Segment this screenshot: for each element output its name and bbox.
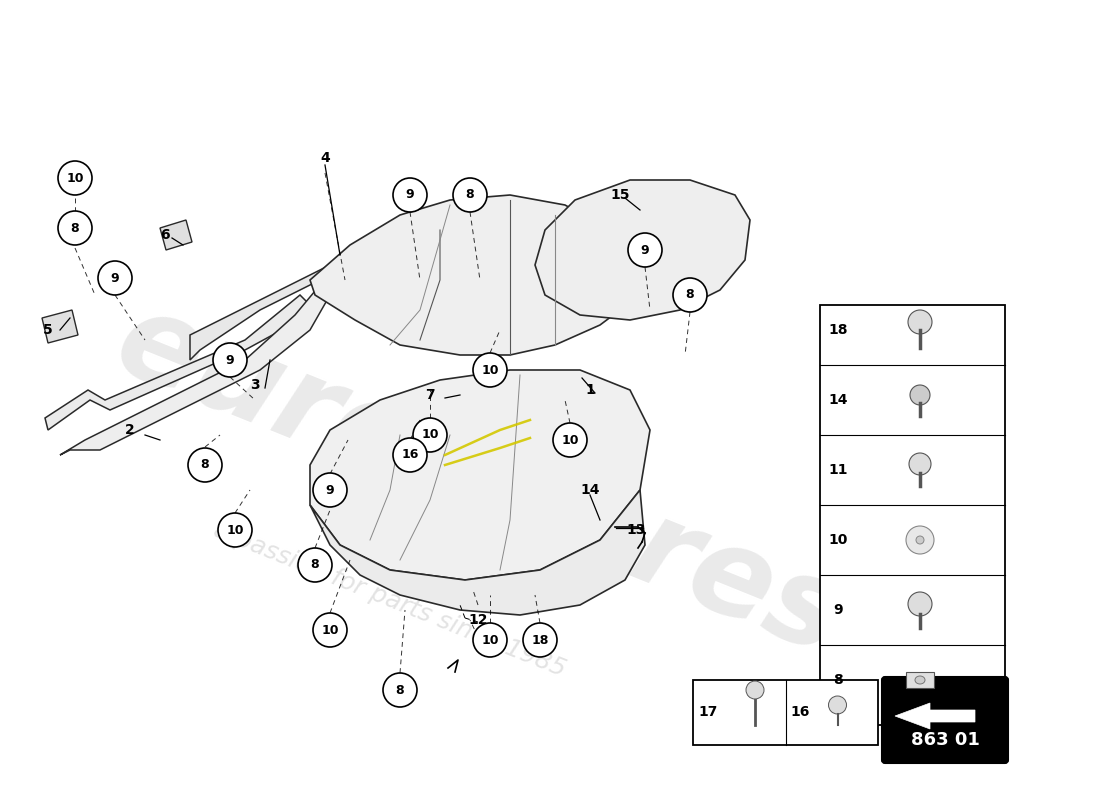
Text: 9: 9 — [833, 603, 843, 617]
Polygon shape — [160, 220, 192, 250]
Text: 10: 10 — [66, 171, 84, 185]
Text: 8: 8 — [396, 683, 405, 697]
Circle shape — [673, 278, 707, 312]
Circle shape — [314, 473, 346, 507]
Polygon shape — [190, 250, 365, 360]
Text: 9: 9 — [640, 243, 649, 257]
Text: 6: 6 — [161, 228, 169, 242]
Circle shape — [909, 453, 931, 475]
FancyBboxPatch shape — [882, 677, 1008, 763]
FancyBboxPatch shape — [906, 672, 934, 688]
Circle shape — [473, 353, 507, 387]
Circle shape — [314, 613, 346, 647]
FancyBboxPatch shape — [693, 680, 878, 745]
Circle shape — [910, 385, 930, 405]
Ellipse shape — [915, 676, 925, 684]
Circle shape — [98, 261, 132, 295]
Circle shape — [553, 423, 587, 457]
Circle shape — [628, 233, 662, 267]
Text: 8: 8 — [685, 289, 694, 302]
Circle shape — [383, 673, 417, 707]
Text: 15: 15 — [610, 188, 629, 202]
Circle shape — [58, 161, 92, 195]
Text: 10: 10 — [561, 434, 579, 446]
Circle shape — [213, 343, 248, 377]
Circle shape — [58, 211, 92, 245]
Polygon shape — [310, 195, 640, 355]
Text: 16: 16 — [402, 449, 419, 462]
Text: 11: 11 — [828, 463, 848, 477]
Text: 4: 4 — [320, 151, 330, 165]
Text: 17: 17 — [698, 705, 717, 719]
Text: 8: 8 — [200, 458, 209, 471]
Circle shape — [298, 548, 332, 582]
Circle shape — [746, 681, 764, 699]
Text: 10: 10 — [482, 634, 498, 646]
Text: 9: 9 — [406, 189, 415, 202]
Text: 9: 9 — [326, 483, 334, 497]
Circle shape — [522, 623, 557, 657]
Circle shape — [828, 696, 847, 714]
Polygon shape — [310, 490, 645, 615]
Text: 10: 10 — [828, 533, 848, 547]
Circle shape — [218, 513, 252, 547]
Polygon shape — [310, 370, 650, 580]
Circle shape — [412, 418, 447, 452]
Circle shape — [393, 438, 427, 472]
Text: 18: 18 — [531, 634, 549, 646]
Circle shape — [393, 178, 427, 212]
Text: 16: 16 — [791, 705, 811, 719]
Circle shape — [916, 536, 924, 544]
Text: 9: 9 — [111, 271, 119, 285]
Text: 8: 8 — [70, 222, 79, 234]
Text: 8: 8 — [310, 558, 319, 571]
Text: 12: 12 — [469, 613, 487, 627]
Text: 9: 9 — [226, 354, 234, 366]
Text: 8: 8 — [833, 673, 843, 687]
Circle shape — [906, 526, 934, 554]
Text: 8: 8 — [465, 189, 474, 202]
Polygon shape — [42, 310, 78, 343]
Text: 14: 14 — [828, 393, 848, 407]
Text: a passion for parts since 1985: a passion for parts since 1985 — [210, 518, 570, 682]
Text: 10: 10 — [321, 623, 339, 637]
Text: 14: 14 — [581, 483, 600, 497]
FancyBboxPatch shape — [820, 305, 1005, 725]
Circle shape — [908, 310, 932, 334]
Polygon shape — [895, 703, 975, 729]
Text: 863 01: 863 01 — [911, 731, 979, 749]
Text: 1: 1 — [585, 383, 595, 397]
Circle shape — [473, 623, 507, 657]
Circle shape — [453, 178, 487, 212]
Polygon shape — [535, 180, 750, 320]
Text: 13: 13 — [626, 523, 646, 537]
Text: 18: 18 — [828, 323, 848, 337]
Polygon shape — [45, 295, 310, 430]
Text: 10: 10 — [227, 523, 244, 537]
Text: 2: 2 — [125, 423, 135, 437]
Polygon shape — [60, 285, 330, 455]
Text: 3: 3 — [250, 378, 260, 392]
Circle shape — [908, 592, 932, 616]
Text: 7: 7 — [426, 388, 434, 402]
Text: 5: 5 — [43, 323, 53, 337]
Text: 10: 10 — [482, 363, 498, 377]
Text: 10: 10 — [421, 429, 439, 442]
Circle shape — [188, 448, 222, 482]
Text: eurospares: eurospares — [100, 281, 860, 679]
